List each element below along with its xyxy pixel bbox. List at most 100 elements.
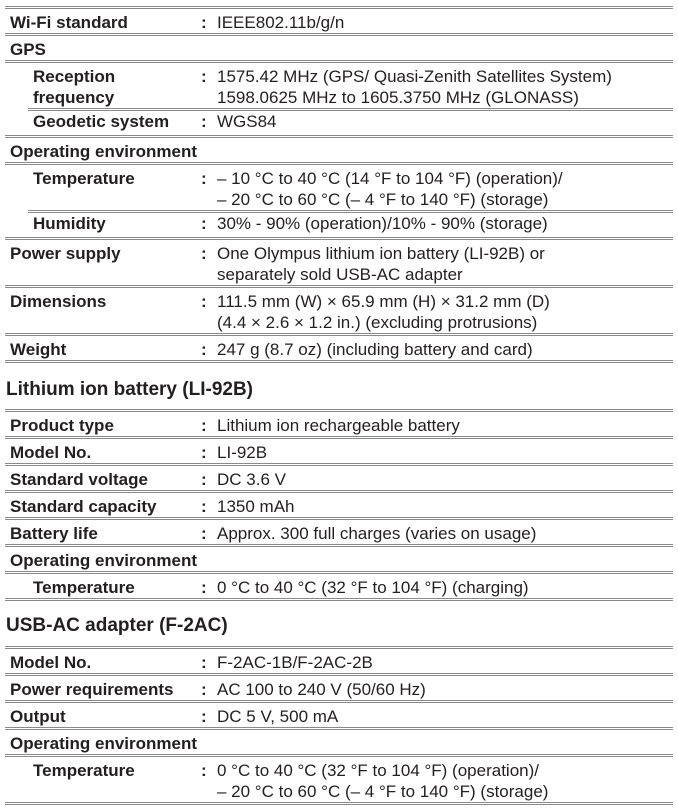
spec-row: GPS (5, 33, 673, 60)
spec-value-line: – 20 °C to 60 °C (– 4 °F to 140 °F) (sto… (217, 190, 549, 209)
spec-value-line: 247 g (8.7 oz) (including battery and ca… (217, 340, 533, 359)
spec-row: Operating environment (5, 727, 673, 754)
colon-separator: : (201, 416, 207, 435)
spec-group-heading: GPS (10, 40, 46, 59)
colon-separator: : (201, 244, 207, 263)
spec-value-line: F-2AC-1B/F-2AC-2B (217, 653, 373, 672)
battery-spec-table: Product type: Lithium ion rechargeable ba… (5, 409, 673, 601)
spec-row: Geodetic system: WGS84 (5, 108, 673, 135)
spec-row: Operating environment (5, 544, 673, 571)
colon-separator: : (201, 112, 207, 131)
spec-group-heading: Operating environment (10, 142, 198, 161)
spec-label: Temperature (33, 578, 135, 597)
spec-label: Dimensions (10, 292, 107, 311)
spec-value: IEEE802.11b/g/n (217, 12, 673, 33)
colon-separator: : (201, 653, 207, 672)
spec-label: Power requirements (10, 680, 174, 699)
colon-separator: : (201, 497, 207, 516)
colon-separator: : (201, 292, 207, 311)
spec-value-line: DC 5 V, 500 mA (217, 707, 339, 726)
spec-value: WGS84 (217, 111, 673, 135)
colon-separator: : (201, 578, 207, 597)
adapter-section-title: USB-AC adapter (F-2AC) (6, 615, 228, 636)
battery-section-title: Lithium ion battery (LI-92B) (6, 379, 253, 400)
spec-value-line: 111.5 mm (W) × 65.9 mm (H) × 31.2 mm (D) (217, 292, 550, 311)
spec-row: Wi-Fi standard: IEEE802.11b/g/n (5, 6, 673, 33)
spec-value: 0 °C to 40 °C (32 °F to 104 °F) (operati… (217, 760, 673, 802)
spec-value-line: 1575.42 MHz (GPS/ Quasi-Zenith Satellite… (217, 67, 612, 86)
spec-value-line: – 20 °C to 60 °C (– 4 °F to 140 °F) (sto… (217, 782, 549, 801)
spec-value: LI-92B (217, 442, 673, 463)
spec-value: – 10 °C to 40 °C (14 °F to 104 °F) (oper… (217, 168, 673, 210)
spec-value: 30% - 90% (operation)/10% - 90% (storage… (217, 213, 673, 237)
spec-value: One Olympus lithium ion battery (LI-92B)… (217, 243, 673, 285)
spec-group-heading: Operating environment (10, 734, 198, 753)
spec-value: DC 3.6 V (217, 469, 673, 490)
spec-value: AC 100 to 240 V (50/60 Hz) (217, 679, 673, 700)
spec-value-line: WGS84 (217, 112, 277, 131)
spec-value: 1575.42 MHz (GPS/ Quasi-Zenith Satellite… (217, 66, 673, 108)
spec-row: Battery life: Approx. 300 full charges (v… (5, 517, 673, 544)
colon-separator: : (201, 707, 207, 726)
spec-label-line: frequency (33, 88, 115, 107)
spec-value-line: IEEE802.11b/g/n (217, 13, 345, 32)
spec-value-line: 0 °C to 40 °C (32 °F to 104 °F) (chargin… (217, 578, 529, 597)
spec-label: Battery life (10, 524, 98, 543)
colon-separator: : (201, 761, 207, 780)
spec-value-line: One Olympus lithium ion battery (LI-92B)… (217, 244, 545, 263)
spec-row: Standard voltage: DC 3.6 V (5, 463, 673, 490)
spec-label: Geodetic system (33, 112, 170, 131)
spec-value-line: – 10 °C to 40 °C (14 °F to 104 °F) (oper… (217, 169, 563, 188)
spec-label: Reception frequency (5, 66, 195, 108)
colon-separator: : (201, 443, 207, 462)
spec-value-line: Lithium ion rechargeable battery (217, 416, 460, 435)
spec-row: Power requirements: AC 100 to 240 V (50/6… (5, 673, 673, 700)
colon-separator: : (201, 524, 207, 543)
spec-value: F-2AC-1B/F-2AC-2B (217, 652, 673, 673)
spec-value: Lithium ion rechargeable battery (217, 415, 673, 436)
colon-separator: : (201, 340, 207, 359)
spec-label: Output (10, 707, 66, 726)
spec-row: Model No.: F-2AC-1B/F-2AC-2B (5, 646, 673, 673)
colon-separator: : (201, 169, 207, 188)
spec-label-line: Reception (33, 67, 116, 86)
spec-value-line: DC 3.6 V (217, 470, 286, 489)
spec-value: Approx. 300 full charges (varies on usag… (217, 523, 673, 544)
spec-row: Weight:247 g (8.7 oz) (including battery… (5, 333, 673, 360)
spec-row: Temperature: – 10 °C to 40 °C (14 °F to 1… (5, 162, 673, 210)
spec-row: Temperature:0 °C to 40 °C (32 °F to 104 … (5, 571, 673, 598)
spec-row: Temperature:0 °C to 40 °C (32 °F to 104 … (5, 754, 673, 802)
spec-label: Model No. (10, 443, 92, 462)
colon-separator: : (201, 470, 207, 489)
spec-row: Power supply: One Olympus lithium ion bat… (5, 237, 673, 285)
spec-label: Humidity (33, 214, 106, 233)
spec-value: 111.5 mm (W) × 65.9 mm (H) × 31.2 mm (D)… (217, 291, 673, 333)
spec-value-line: (4.4 × 2.6 × 1.2 in.) (excluding protrus… (217, 313, 538, 332)
spec-value-line: 1350 mAh (217, 497, 295, 516)
spec-value: 1350 mAh (217, 496, 673, 517)
spec-row: Operating environment (5, 135, 673, 162)
spec-label: Standard capacity (10, 497, 157, 516)
spec-value-line: 0 °C to 40 °C (32 °F to 104 °F) (operati… (217, 761, 539, 780)
spec-value-line: separately sold USB-AC adapter (217, 265, 463, 284)
spec-value-line: 30% - 90% (operation)/10% - 90% (storage… (217, 214, 548, 233)
spec-label: Standard voltage (10, 470, 148, 489)
colon-separator: : (201, 13, 207, 32)
colon-separator: : (201, 67, 207, 86)
spec-row: Output: DC 5 V, 500 mA (5, 700, 673, 727)
spec-row: Standard capacity:1350 mAh (5, 490, 673, 517)
spec-row: Reception frequency:1575.42 MHz (GPS/ Qua… (5, 60, 673, 108)
spec-value-line: AC 100 to 240 V (50/60 Hz) (217, 680, 426, 699)
spec-row: Dimensions:111.5 mm (W) × 65.9 mm (H) × … (5, 285, 673, 333)
spec-value-line: Approx. 300 full charges (varies on usag… (217, 524, 537, 543)
spec-value: 0 °C to 40 °C (32 °F to 104 °F) (chargin… (217, 577, 673, 598)
spec-row: Humidity:30% - 90% (operation)/10% - 90%… (5, 210, 673, 237)
spec-value-line: 1598.0625 MHz to 1605.3750 MHz (GLONASS) (217, 88, 579, 107)
spec-label: Model No. (10, 653, 92, 672)
spec-label: Temperature (33, 761, 135, 780)
spec-label: Wi-Fi standard (10, 13, 128, 32)
spec-row: Product type: Lithium ion rechargeable ba… (5, 409, 673, 436)
adapter-spec-table: Model No.: F-2AC-1B/F-2AC-2B Power require… (5, 646, 673, 805)
spec-label: Power supply (10, 244, 121, 263)
colon-separator: : (201, 680, 207, 699)
